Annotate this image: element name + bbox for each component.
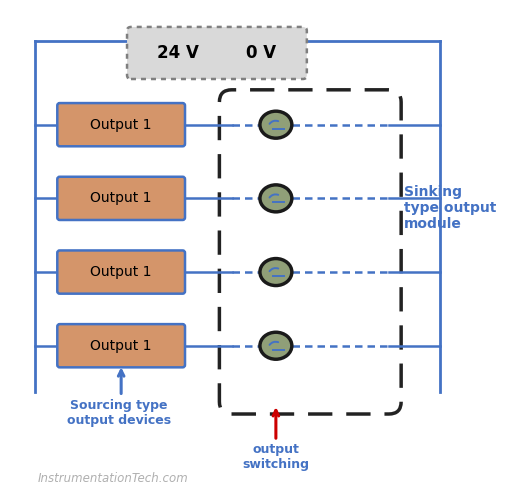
Text: Output 1: Output 1 — [90, 118, 152, 132]
Text: Output 1: Output 1 — [90, 339, 152, 353]
FancyBboxPatch shape — [57, 177, 185, 220]
Ellipse shape — [262, 187, 290, 210]
FancyBboxPatch shape — [57, 250, 185, 293]
FancyBboxPatch shape — [57, 324, 185, 368]
Text: Sinking
type output
module: Sinking type output module — [404, 184, 496, 231]
Ellipse shape — [258, 330, 294, 361]
Text: 24 V: 24 V — [157, 44, 199, 62]
Text: output
switching: output switching — [243, 444, 310, 471]
FancyBboxPatch shape — [219, 90, 401, 414]
Ellipse shape — [262, 334, 290, 358]
Text: Output 1: Output 1 — [90, 265, 152, 279]
Ellipse shape — [258, 257, 294, 288]
Text: 0 V: 0 V — [246, 44, 276, 62]
FancyBboxPatch shape — [57, 103, 185, 146]
Ellipse shape — [258, 183, 294, 213]
Text: InstrumentationTech.com: InstrumentationTech.com — [38, 472, 188, 485]
Ellipse shape — [262, 113, 290, 136]
Ellipse shape — [258, 110, 294, 140]
Text: Sourcing type
output devices: Sourcing type output devices — [67, 399, 171, 427]
Ellipse shape — [262, 260, 290, 284]
Text: Output 1: Output 1 — [90, 191, 152, 206]
FancyBboxPatch shape — [127, 27, 307, 79]
